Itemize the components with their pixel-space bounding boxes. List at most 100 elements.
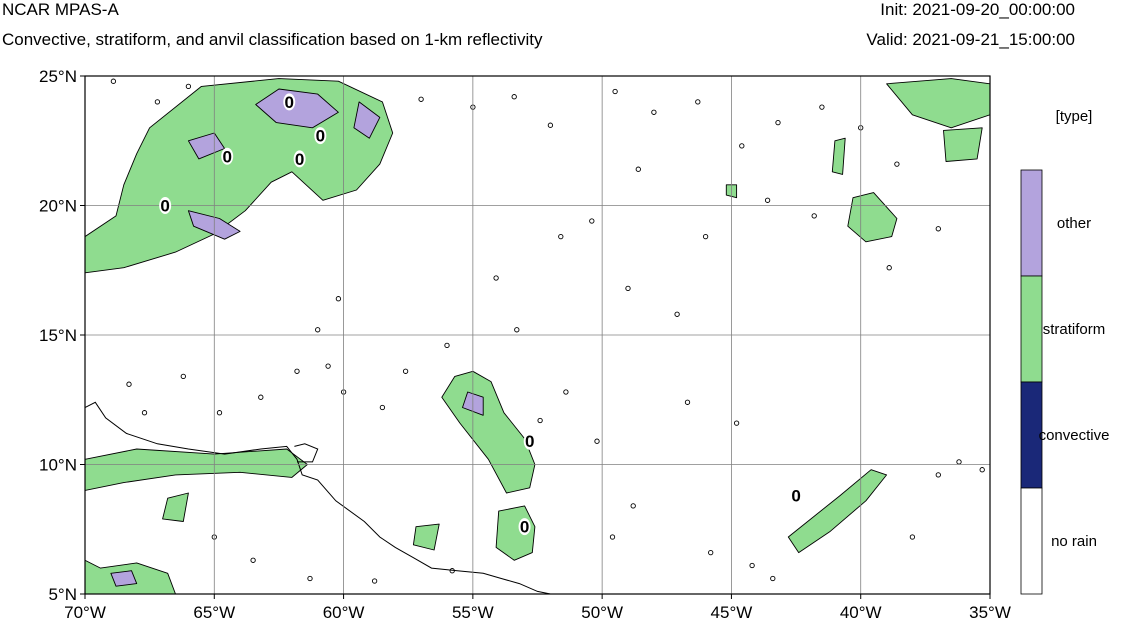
legend-label-other: other (1057, 215, 1091, 232)
isolated-cell (979, 467, 985, 473)
precip-region-stratiform (886, 78, 990, 129)
contour-label: 0 (295, 150, 304, 169)
legend-swatch-other (1020, 169, 1043, 277)
contour-label-bg (283, 93, 296, 111)
isolated-cell (371, 578, 378, 584)
isolated-cell (250, 557, 256, 563)
isolated-cell (258, 394, 264, 400)
isolated-cell (315, 327, 321, 333)
lon-tick-label: 40°W (840, 603, 882, 622)
contour-label-bg (523, 432, 536, 450)
legend-label-convective: convective (1039, 427, 1110, 444)
isolated-cell (307, 575, 313, 582)
contour-label-bg (221, 147, 234, 165)
isolated-cell (294, 368, 300, 374)
isolated-cell (630, 503, 636, 509)
isolated-cell (708, 549, 714, 556)
isolated-cell (819, 104, 825, 110)
init-time-label: Init: 2021-09-20_00:00:00 (880, 0, 1075, 19)
lon-tick-label: 70°W (64, 603, 106, 622)
precip-region-stratiform (943, 127, 983, 162)
isolated-cell (141, 410, 148, 416)
isolated-cell (110, 78, 117, 84)
isolated-cell (695, 99, 701, 105)
isolated-cell (749, 562, 755, 569)
isolated-cell (126, 381, 132, 387)
isolated-cell (216, 410, 223, 416)
legend: [type] other stratiform convective no rain (1020, 108, 1110, 595)
precip-region-other (353, 101, 381, 139)
coastline (85, 401, 551, 594)
isolated-cell (335, 296, 342, 302)
lat-tick-label: 5°N (48, 585, 77, 604)
precip-region-stratiform (85, 448, 308, 491)
isolated-cell (511, 94, 517, 100)
legend-swatch-stratiform (1020, 275, 1043, 383)
lon-tick-label: 45°W (711, 603, 753, 622)
contour-label: 0 (160, 197, 169, 216)
isolated-cell (625, 285, 631, 292)
lon-tick-label: 50°W (581, 603, 623, 622)
contour-label-bg (159, 197, 172, 214)
lat-tick-label: 20°N (39, 197, 77, 216)
isolated-cell (674, 311, 680, 317)
isolated-cell (537, 417, 543, 424)
legend-swatch-no-rain (1020, 487, 1043, 595)
isolated-cell (612, 88, 618, 95)
isolated-cell (185, 83, 192, 90)
lon-tick-label: 60°W (323, 603, 365, 622)
isolated-cell (154, 99, 161, 105)
contour-label-bg (293, 150, 306, 168)
valid-time-label: Valid: 2021-09-21_15:00:00 (866, 30, 1075, 49)
lat-tick-label: 15°N (39, 326, 77, 345)
contour-label: 0 (222, 147, 231, 166)
precip-region-other (187, 132, 226, 160)
isolated-cell (684, 399, 691, 405)
isolated-cell (775, 119, 781, 126)
isolated-cell (547, 122, 554, 128)
isolated-cell (651, 109, 657, 115)
lon-tick-label: 55°W (452, 603, 494, 622)
isolated-cell (811, 213, 817, 219)
lat-tick-label: 25°N (39, 67, 77, 86)
contour-label: 0 (525, 432, 534, 451)
isolated-cell (733, 420, 740, 426)
precip-region-stratiform (412, 523, 440, 551)
isolated-cell (935, 226, 941, 232)
isolated-cell (594, 438, 600, 444)
contour-label: 0 (285, 93, 294, 112)
contour-label-bg (790, 487, 803, 505)
figure-subtitle: Convective, stratiform, and anvil classi… (2, 30, 543, 49)
contour-label-bg (518, 518, 531, 536)
isolated-cell (418, 96, 424, 102)
isolated-cell (770, 575, 776, 582)
isolated-cell (589, 218, 595, 224)
isolated-cell (886, 265, 892, 271)
isolated-cell (739, 143, 745, 149)
isolated-cell (325, 363, 331, 369)
precip-region-stratiform (162, 492, 189, 522)
isolated-cell (609, 534, 616, 540)
isolated-cell (514, 327, 520, 333)
isolated-cell (444, 342, 450, 349)
figure-title: NCAR MPAS-A (2, 0, 119, 19)
contour-label: 0 (520, 518, 529, 537)
isolated-cell (935, 472, 941, 478)
contour-label-bg (314, 127, 327, 145)
isolated-cell (180, 373, 186, 380)
precip-region-stratiform (85, 78, 394, 274)
isolated-cell (909, 534, 916, 540)
isolated-cell (558, 233, 564, 240)
isolated-cell (702, 233, 709, 240)
isolated-cell (379, 404, 386, 411)
legend-label-no-rain: no rain (1051, 533, 1097, 550)
legend-title: [type] (1056, 108, 1093, 125)
isolated-cell (563, 389, 569, 395)
isolated-cell (402, 368, 409, 374)
precip-region-other (110, 570, 138, 587)
isolated-cell (493, 275, 499, 281)
precip-region-stratiform (847, 192, 898, 243)
lat-tick-label: 10°N (39, 456, 77, 475)
